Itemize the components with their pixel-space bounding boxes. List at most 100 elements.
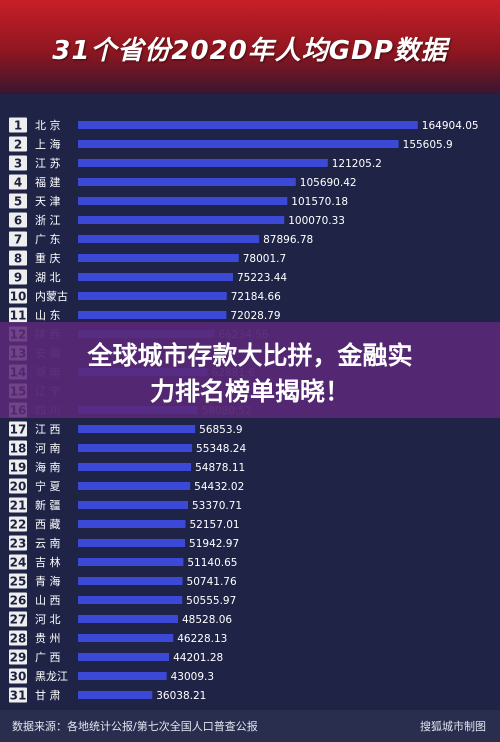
province-label: 天 津 <box>35 195 61 208</box>
bar <box>78 235 260 243</box>
bar <box>78 292 227 300</box>
rank-box <box>9 307 27 323</box>
bar <box>78 634 174 642</box>
value-label: 121205.2 <box>332 158 382 170</box>
bar <box>78 216 285 224</box>
province-label: 贵 州 <box>35 632 61 645</box>
province-label: 河 北 <box>35 613 61 626</box>
bar <box>78 140 399 148</box>
bar <box>78 520 186 528</box>
headline-overlay: 全球城市存款大比拼，金融实 力排名榜单揭晓！ <box>0 322 500 418</box>
bar <box>78 178 296 186</box>
value-label: 55348.24 <box>196 443 246 455</box>
bar <box>78 159 328 167</box>
rank-label: 17 <box>10 423 27 437</box>
province-label: 海 南 <box>35 460 61 474</box>
rank-label: 25 <box>10 575 27 589</box>
rank-box <box>9 250 27 266</box>
value-label: 53370.71 <box>192 500 242 512</box>
rank-label: 21 <box>10 499 27 513</box>
value-label: 36038.21 <box>156 690 206 702</box>
rank-label: 20 <box>10 480 27 494</box>
headline-line-2: 力排名榜单揭晓！ <box>149 377 350 406</box>
value-label: 54432.02 <box>194 481 244 493</box>
rank-label: 27 <box>10 613 27 627</box>
bar <box>78 444 193 452</box>
value-label: 52157.01 <box>189 519 239 531</box>
value-label: 155605.9 <box>403 139 453 151</box>
data-source: 数据来源：各地统计公报/第七次全国人口普查公报 <box>12 720 258 733</box>
province-label: 上 海 <box>35 137 61 151</box>
rank-box <box>9 136 27 152</box>
bar <box>78 482 191 490</box>
province-label: 广 东 <box>35 233 61 246</box>
value-label: 72184.66 <box>231 291 281 303</box>
value-label: 78001.7 <box>243 253 286 265</box>
rank-label: 19 <box>10 461 27 475</box>
province-label: 内蒙古 <box>35 289 68 303</box>
rank-label: 3 <box>14 157 22 171</box>
rank-label: 5 <box>14 195 22 209</box>
value-label: 51140.65 <box>187 557 237 569</box>
rank-box <box>9 554 27 570</box>
value-label: 50555.97 <box>186 595 236 607</box>
rank-label: 29 <box>10 651 27 665</box>
rank-box <box>9 155 27 171</box>
rank-label: 6 <box>14 214 22 228</box>
rank-label: 18 <box>10 442 27 456</box>
rank-box <box>9 668 27 684</box>
bar <box>78 197 288 205</box>
province-label: 江 西 <box>35 423 61 436</box>
rank-label: 22 <box>10 518 27 532</box>
rank-box <box>9 535 27 551</box>
bar <box>78 672 167 680</box>
value-label: 75223.44 <box>237 272 287 284</box>
rank-box <box>9 478 27 494</box>
rank-box <box>9 459 27 475</box>
rank-box <box>9 649 27 665</box>
rank-label: 2 <box>14 138 22 152</box>
rank-box <box>9 269 27 285</box>
rank-box <box>9 440 27 456</box>
rank-box <box>9 497 27 513</box>
rank-label: 7 <box>14 233 22 247</box>
value-label: 51942.97 <box>189 538 239 550</box>
bar <box>78 501 188 509</box>
value-label: 101570.18 <box>291 196 348 208</box>
rank-label: 24 <box>10 556 27 570</box>
rank-box <box>9 516 27 532</box>
bar <box>78 121 418 129</box>
rank-label: 10 <box>10 290 27 304</box>
rank-label: 4 <box>14 176 22 190</box>
province-label: 西 藏 <box>35 518 61 531</box>
bar <box>78 273 234 281</box>
bar <box>78 653 170 661</box>
chart-title: 31个省份2020年人均GDP数据 <box>52 36 448 66</box>
rank-box <box>9 573 27 589</box>
rank-label: 1 <box>14 119 22 133</box>
rank-label: 8 <box>14 252 22 266</box>
province-label: 浙 江 <box>35 214 61 227</box>
value-label: 87896.78 <box>263 234 313 246</box>
rank-label: 11 <box>10 309 27 323</box>
headline-line-1: 全球城市存款大比拼，金融实 <box>87 341 413 370</box>
province-label: 福 建 <box>35 175 61 189</box>
bar <box>78 425 196 433</box>
rank-box <box>9 687 27 703</box>
province-label: 广 西 <box>35 651 61 664</box>
brand-credit: 搜狐城市制图 <box>420 720 486 733</box>
province-label: 新 疆 <box>35 498 61 512</box>
province-label: 山 东 <box>35 309 61 322</box>
province-label: 江 苏 <box>35 157 61 170</box>
rank-box <box>9 174 27 190</box>
bar <box>78 254 239 262</box>
value-label: 43009.3 <box>171 671 214 683</box>
bar <box>78 558 184 566</box>
bar <box>78 539 186 547</box>
bar <box>78 691 153 699</box>
province-label: 湖 北 <box>35 271 61 284</box>
province-label: 山 西 <box>35 594 61 607</box>
value-label: 164904.05 <box>422 120 479 132</box>
footer: 数据来源：各地统计公报/第七次全国人口普查公报 搜狐城市制图 <box>0 710 500 742</box>
title-banner: 31个省份2020年人均GDP数据 <box>0 0 500 94</box>
